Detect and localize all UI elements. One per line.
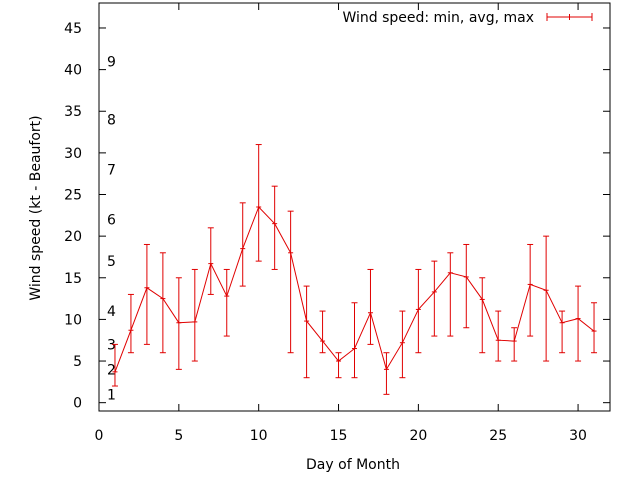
y-tick-label: 0 <box>73 396 82 412</box>
beaufort-label: 3 <box>107 337 116 353</box>
y-tick-label: 30 <box>64 146 82 162</box>
legend-label: Wind speed: min, avg, max <box>342 10 534 26</box>
x-tick-label: 0 <box>95 428 104 444</box>
beaufort-label: 1 <box>107 387 116 403</box>
x-tick-label: 20 <box>409 428 427 444</box>
y-tick-label: 35 <box>64 104 82 120</box>
y-tick-label: 40 <box>64 63 82 79</box>
y-tick-label: 45 <box>64 21 82 37</box>
beaufort-label: 6 <box>107 212 116 228</box>
y-tick-label: 5 <box>73 354 82 370</box>
beaufort-label: 5 <box>107 254 116 270</box>
beaufort-label: 4 <box>107 304 116 320</box>
x-tick-label: 25 <box>489 428 507 444</box>
plot-frame <box>98 2 611 412</box>
y-tick-label: 25 <box>64 188 82 204</box>
beaufort-label: 9 <box>107 54 116 70</box>
x-tick-label: 30 <box>569 428 587 444</box>
x-tick-label: 15 <box>330 428 348 444</box>
y-tick-label: 10 <box>64 312 82 328</box>
legend: Wind speed: min, avg, max <box>342 10 593 26</box>
y-tick-label: 20 <box>64 229 82 245</box>
error-bars <box>111 144 598 395</box>
beaufort-label: 8 <box>107 113 116 129</box>
y-tick-label: 15 <box>64 271 82 287</box>
y-axis-label: Wind speed (kt - Beaufort) <box>28 115 44 300</box>
x-axis-label: Day of Month <box>306 457 400 473</box>
x-tick-label: 10 <box>250 428 268 444</box>
beaufort-label: 2 <box>107 362 116 378</box>
x-tick-label: 5 <box>174 428 183 444</box>
data-points <box>112 206 597 373</box>
beaufort-label: 7 <box>107 163 116 179</box>
beaufort-labels: 1 2 3 4 5 6 7 8 9 <box>107 54 116 403</box>
